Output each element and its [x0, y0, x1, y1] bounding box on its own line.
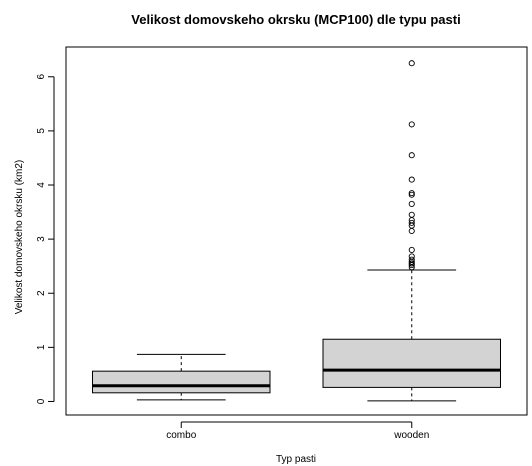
x-tick-label-wooden: wooden: [393, 430, 429, 441]
y-tick-label: 1: [36, 344, 47, 350]
plot-frame: [65, 46, 528, 416]
iqr-box: [322, 338, 501, 388]
y-axis-label: Velikost domovskeho okrsku (km2): [14, 160, 25, 315]
box-wooden: [322, 60, 501, 402]
box-combo: [92, 353, 271, 401]
outlier-point: [408, 191, 415, 198]
y-tick-label: 5: [36, 128, 47, 134]
y-tick-label: 6: [36, 74, 47, 80]
outlier-point: [408, 190, 415, 197]
outlier-point: [408, 60, 415, 67]
y-tick-label: 0: [36, 398, 47, 404]
outlier-point: [408, 219, 415, 226]
x-axis: combo wooden: [166, 421, 429, 441]
outlier-point: [408, 246, 415, 253]
y-tick-label: 4: [36, 182, 47, 188]
boxes: [92, 60, 501, 402]
y-axis: 0 1 2 3 4 5 6: [36, 74, 55, 404]
outlier-point: [408, 152, 415, 159]
outlier-point: [408, 211, 415, 218]
outlier-point: [408, 227, 415, 235]
outlier-point: [408, 200, 415, 207]
outlier-point: [408, 176, 415, 183]
y-tick-label: 3: [36, 236, 47, 242]
y-tick-label: 2: [36, 290, 47, 296]
iqr-box: [92, 370, 271, 394]
outlier-point: [408, 256, 415, 263]
outlier-point: [408, 253, 415, 260]
outlier-point: [408, 260, 415, 267]
x-axis-label: Typ pasti: [276, 454, 316, 465]
outlier-point: [408, 121, 415, 128]
chart-title: Velikost domovskeho okrsku (MCP100) dle …: [131, 12, 460, 27]
x-tick-label-combo: combo: [166, 430, 196, 441]
